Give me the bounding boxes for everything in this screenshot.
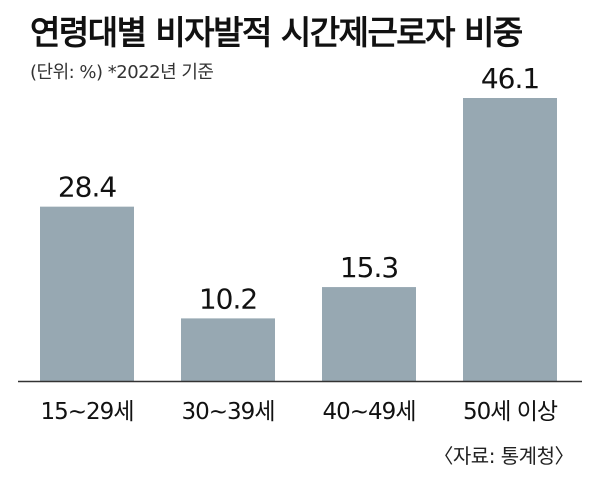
bar-1 bbox=[40, 206, 134, 381]
category-label-1: 15∼29세 bbox=[41, 399, 134, 425]
chart-subtitle: (단위: %) *2022년 기준 bbox=[30, 62, 214, 83]
chart-title: 연령대별 비자발적 시간제근로자 비중 bbox=[30, 13, 523, 52]
source-note: 〈자료: 통계청〉 bbox=[433, 444, 574, 468]
category-label-2: 30∼39세 bbox=[182, 399, 275, 425]
category-label-4: 50세 이상 bbox=[463, 399, 558, 425]
bar-value-label-4: 46.1 bbox=[481, 62, 539, 95]
bar-2 bbox=[181, 318, 275, 381]
bar-value-label-1: 28.4 bbox=[58, 171, 117, 204]
category-label-3: 40∼49세 bbox=[323, 399, 416, 425]
bar-value-label-2: 10.2 bbox=[199, 282, 257, 315]
bar-4 bbox=[463, 98, 557, 381]
bar-value-label-3: 15.3 bbox=[340, 251, 398, 284]
bar-3 bbox=[322, 287, 416, 381]
